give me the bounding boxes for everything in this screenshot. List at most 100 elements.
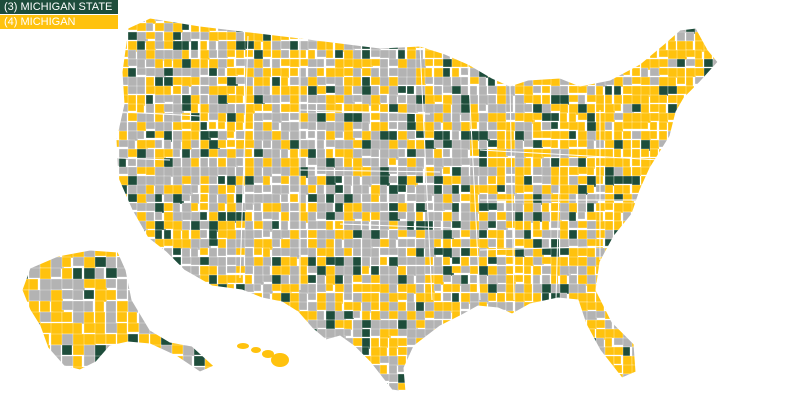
county: [136, 112, 148, 124]
county: [370, 247, 380, 259]
county: [280, 166, 292, 177]
county: [343, 121, 354, 133]
county: [352, 139, 364, 149]
county: [406, 49, 417, 61]
county: [550, 148, 561, 158]
county: [262, 67, 272, 78]
county: [541, 211, 551, 223]
county: [442, 166, 451, 175]
county: [424, 130, 435, 139]
county: [388, 202, 400, 212]
county: [586, 103, 596, 114]
county: [172, 76, 183, 86]
county: [442, 202, 453, 211]
county: [397, 346, 408, 356]
state-border: [299, 109, 431, 115]
county: [352, 274, 363, 283]
county: [370, 328, 381, 337]
county: [451, 139, 462, 150]
county: [388, 310, 399, 320]
county: [127, 85, 138, 95]
county: [586, 265, 596, 276]
county: [370, 58, 382, 67]
county: [424, 103, 436, 115]
county: [388, 175, 398, 184]
county: [595, 319, 606, 329]
county: [307, 94, 319, 104]
county: [433, 283, 442, 292]
county: [514, 211, 524, 223]
county: [226, 112, 237, 123]
county: [217, 220, 229, 232]
county: [199, 247, 209, 256]
county: [199, 40, 208, 51]
county: [415, 319, 426, 329]
county: [172, 148, 181, 158]
county: [163, 76, 174, 87]
county: [316, 175, 327, 186]
county: [118, 166, 129, 175]
county: [469, 121, 478, 130]
county: [352, 121, 363, 130]
county: [83, 300, 94, 313]
county: [172, 58, 184, 69]
county: [262, 40, 272, 52]
county: [397, 328, 409, 337]
county: [181, 58, 192, 70]
county: [145, 112, 155, 124]
county: [613, 175, 625, 185]
county: [388, 265, 398, 276]
county: [460, 76, 469, 86]
county: [658, 130, 668, 141]
county: [190, 94, 201, 105]
county: [370, 121, 381, 133]
county: [136, 121, 147, 132]
county: [631, 121, 643, 130]
county: [550, 121, 559, 130]
county: [307, 193, 319, 203]
county: [343, 292, 353, 301]
county: [577, 112, 589, 121]
county: [217, 166, 228, 176]
county: [325, 256, 337, 266]
county: [442, 175, 453, 186]
county: [505, 193, 515, 205]
county: [379, 193, 388, 203]
county: [289, 202, 300, 212]
county: [676, 58, 686, 68]
county: [262, 202, 274, 213]
county: [604, 157, 616, 168]
county: [487, 220, 497, 229]
county: [145, 166, 156, 176]
county: [415, 193, 427, 203]
county: [262, 256, 272, 267]
county: [280, 112, 290, 122]
county: [334, 274, 344, 285]
county: [235, 112, 245, 124]
county: [406, 328, 418, 340]
county: [514, 202, 524, 213]
county: [397, 211, 407, 220]
county: [478, 148, 488, 158]
county: [343, 202, 354, 214]
county: [379, 355, 390, 364]
county: [352, 247, 362, 257]
county: [379, 112, 389, 123]
county: [397, 49, 406, 60]
county: [145, 76, 155, 88]
county: [622, 121, 634, 130]
county: [262, 49, 272, 58]
county: [658, 121, 668, 131]
county: [523, 94, 534, 104]
county: [253, 58, 264, 70]
county: [649, 121, 658, 131]
county: [541, 166, 553, 177]
county: [523, 283, 533, 295]
county: [127, 157, 137, 167]
county: [289, 238, 300, 249]
county: [172, 202, 181, 214]
county: [406, 121, 417, 131]
county: [298, 301, 308, 311]
county: [145, 49, 156, 60]
county: [172, 166, 183, 178]
